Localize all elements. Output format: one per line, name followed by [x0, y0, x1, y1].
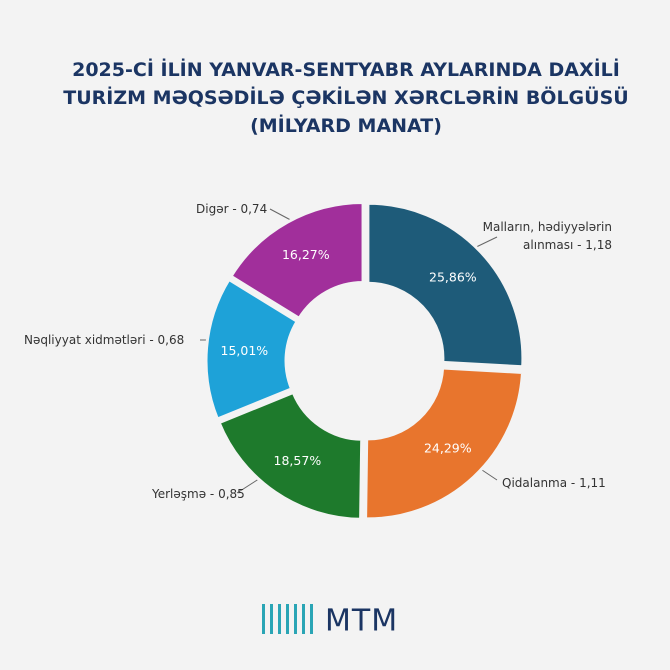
- value-label: 1,18: [585, 238, 612, 252]
- outer-label: Qidalanma - 1,11: [502, 474, 606, 492]
- percent-label: 18,57%: [274, 453, 322, 468]
- logo-icon: [262, 604, 313, 634]
- logo-bar: [278, 604, 281, 634]
- logo-bar: [294, 604, 297, 634]
- value-label: 1,11: [579, 476, 606, 490]
- logo-text: MTM: [325, 604, 398, 639]
- logo-bar: [270, 604, 273, 634]
- percent-label: 24,29%: [424, 441, 472, 456]
- outer-label: Nəqliyyat xidmətləri - 0,68: [24, 331, 184, 349]
- chart-title-line: TURİZM MƏQSƏDİLƏ ÇƏKİLƏN XƏRCLƏRİN BÖLGÜ…: [63, 85, 628, 109]
- donut-segment: [228, 201, 365, 321]
- logo-bar: [286, 604, 289, 634]
- donut-segment: [366, 201, 525, 369]
- chart-title-line: 2025-Cİ İLİN YANVAR-SENTYABR AYLARINDA D…: [72, 57, 620, 81]
- value-label: 0,68: [157, 333, 185, 347]
- value-label: 0,74: [240, 202, 268, 216]
- outer-label: Digər - 0,74: [196, 200, 267, 218]
- category-label: Digər -: [196, 202, 237, 216]
- chart-title-line: (MİLYARD MANAT): [250, 113, 442, 137]
- logo-bar: [302, 604, 305, 634]
- category-label: Qidalanma -: [502, 476, 576, 490]
- donut-segment: [217, 390, 364, 521]
- logo-bar: [310, 604, 313, 634]
- category-label: Malların, hədiyyələrin alınması -: [482, 220, 612, 252]
- value-label: 0,85: [218, 487, 245, 501]
- category-label: Nəqliyyat xidmətləri -: [24, 333, 154, 347]
- outer-label: Yerləşmə - 0,85: [152, 485, 245, 503]
- category-label: Yerləşmə -: [152, 487, 215, 501]
- logo-bar: [262, 604, 265, 634]
- donut-segment: [204, 277, 300, 421]
- outer-label: Malların, hədiyyələrin alınması - 1,18: [482, 218, 612, 254]
- percent-label: 15,01%: [221, 343, 269, 358]
- percent-label: 16,27%: [282, 247, 330, 262]
- percent-label: 25,86%: [429, 269, 477, 284]
- donut-segment: [364, 366, 525, 521]
